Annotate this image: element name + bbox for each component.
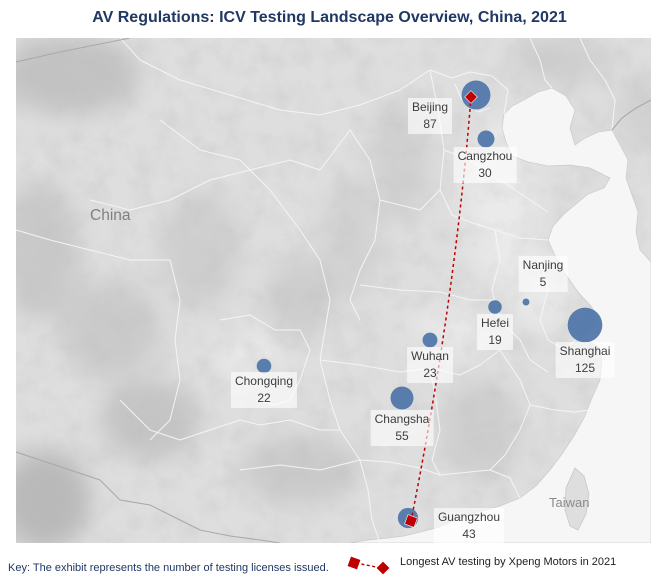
city-name: Wuhan [411, 349, 449, 363]
province-boundary [149, 259, 181, 441]
city-label-guangzhou: Guangzhou 43 [433, 508, 505, 544]
city-label-cangzhou: Cangzhou 30 [453, 147, 517, 183]
city-label-nanjing: Nanjing 5 [518, 256, 568, 292]
province-boundary [429, 69, 509, 115]
province-boundary [16, 229, 170, 261]
bubble-changsha [390, 386, 414, 410]
bubble-hefei [488, 300, 502, 314]
province-boundary [179, 419, 340, 441]
city-licenses: 55 [395, 429, 409, 443]
city-name: Chongqing [234, 374, 294, 388]
city-label-changsha: Changsha 55 [370, 410, 434, 446]
route-end-marker-icon [404, 514, 418, 528]
city-licenses: 22 [257, 391, 271, 405]
city-licenses: 30 [478, 166, 492, 180]
legend-route-line [355, 562, 382, 569]
island-label-taiwan: Taiwan [549, 495, 590, 510]
city-name: Hefei [480, 316, 510, 330]
city-licenses: 23 [423, 366, 437, 380]
country-label: China [90, 207, 131, 224]
country-border [16, 451, 281, 543]
bubble-shanghai [567, 307, 603, 343]
city-licenses: 87 [423, 117, 437, 131]
province-boundary [579, 38, 616, 131]
city-label-wuhan: Wuhan 23 [407, 347, 453, 383]
city-licenses: 5 [539, 275, 547, 289]
key-note: Key: The exhibit represents the number o… [8, 562, 329, 574]
country-border [611, 99, 651, 131]
page-title: AV Regulations: ICV Testing Landscape Ov… [92, 9, 567, 26]
legend-end-marker-icon [376, 561, 390, 575]
province-boundary [529, 404, 591, 413]
city-label-chongqing: Chongqing 22 [230, 372, 298, 408]
city-label-hefei: Hefei 19 [476, 314, 514, 350]
province-boundary [159, 119, 331, 361]
city-name: Changsha [374, 412, 430, 426]
route-legend-icon [347, 556, 390, 575]
province-boundary [359, 459, 521, 499]
province-boundary [379, 189, 441, 211]
province-boundary [489, 349, 531, 471]
sea [349, 87, 651, 543]
city-licenses: 125 [574, 361, 596, 375]
province-boundary [359, 284, 495, 301]
city-name: Cangzhou [457, 149, 513, 163]
city-licenses: 19 [488, 333, 502, 347]
city-name: Nanjing [522, 258, 564, 272]
province-boundary [529, 38, 553, 89]
taiwan-island [564, 467, 590, 531]
bubble-cangzhou [477, 130, 495, 148]
city-name: Beijing [411, 100, 449, 114]
bubble-nanjing [522, 298, 530, 306]
province-boundary [429, 367, 441, 476]
province-boundary [89, 129, 351, 211]
country-borders [16, 38, 651, 543]
bubble-chongqing [256, 358, 272, 374]
province-boundary [349, 129, 381, 321]
route-start-marker-icon [464, 90, 478, 104]
bubble-beijing [461, 80, 491, 110]
country-border [16, 38, 131, 63]
legend-start-marker-icon [347, 556, 361, 570]
city-name: Guangzhou [437, 510, 501, 524]
city-name: Shanghai [559, 344, 611, 358]
city-label-beijing: Beijing 87 [407, 98, 453, 134]
province-boundary [119, 399, 181, 441]
province-boundary [359, 459, 381, 543]
map-canvas [16, 38, 651, 543]
province-boundary [119, 38, 431, 116]
province-boundary [239, 459, 361, 471]
city-label-shanghai: Shanghai 125 [555, 342, 615, 378]
bubble-wuhan [422, 332, 438, 348]
province-boundary [319, 359, 361, 461]
city-licenses: 43 [462, 527, 476, 541]
route-legend-label: Longest AV testing by Xpeng Motors in 20… [400, 556, 617, 568]
